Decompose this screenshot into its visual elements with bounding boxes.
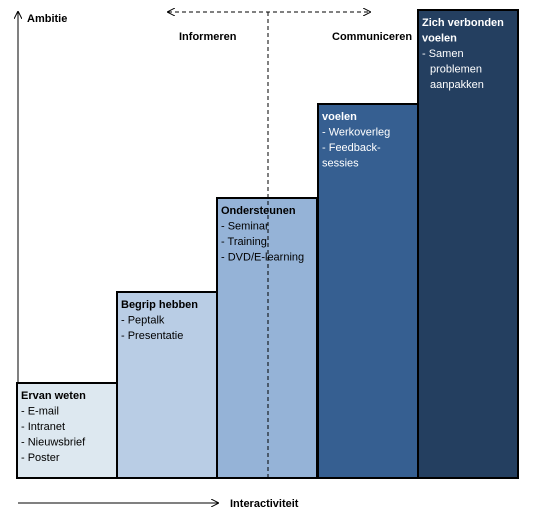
zone-label: Informeren (179, 31, 237, 43)
step-box (317, 103, 419, 479)
step-title: Begrip hebben (121, 299, 198, 311)
step-title: Ervan weten (21, 390, 86, 402)
step-item: - Presentatie (121, 330, 183, 342)
x-axis-label: Interactiviteit (230, 498, 299, 510)
step-item: - Training (221, 236, 267, 248)
step-item: - Intranet (21, 421, 65, 433)
step-box (216, 197, 318, 479)
step-title: Zich verbonden (422, 17, 504, 29)
step-title: voelen (322, 111, 357, 123)
step-item: aanpakken (430, 79, 484, 91)
step-item: - Nieuwsbrief (21, 436, 86, 448)
step-item: - DVD/E-learning (221, 251, 304, 263)
step-item: - Peptalk (121, 314, 165, 326)
step-title: voelen (422, 32, 457, 44)
step-item: - Seminar (221, 220, 269, 232)
y-axis-label: Ambitie (27, 13, 67, 25)
step-item: problemen (430, 63, 482, 75)
step-item: sessies (322, 157, 359, 169)
step-box (417, 9, 519, 479)
step-item: - Samen (422, 48, 464, 60)
step-item: - Poster (21, 452, 60, 464)
step-item: - Werkoverleg (322, 126, 390, 138)
step-item: - E-mail (21, 405, 59, 417)
step-item: - Feedback- (322, 142, 381, 154)
step-title: Ondersteunen (221, 205, 296, 217)
zone-label: Communiceren (332, 31, 412, 43)
step-box (116, 291, 218, 479)
